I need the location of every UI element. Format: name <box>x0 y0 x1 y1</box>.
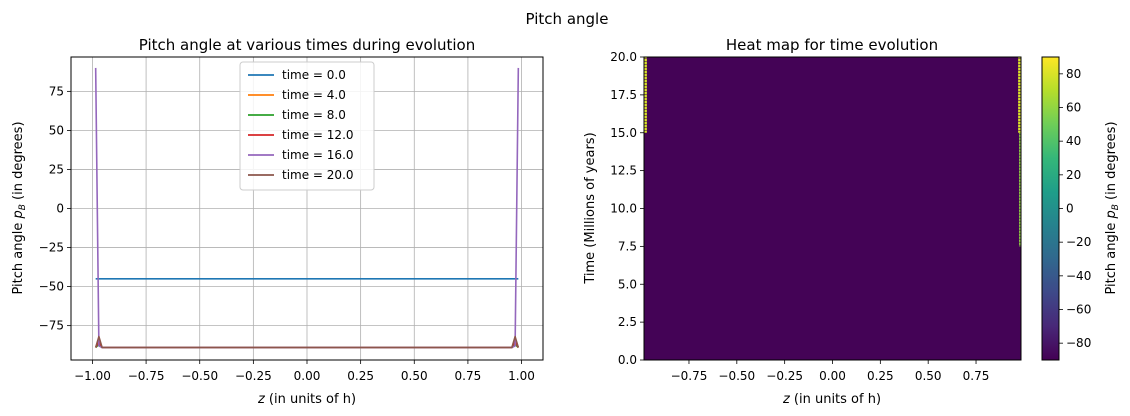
line-chart-y-tick-label: 0 <box>56 202 64 216</box>
heatmap-x-label-text: (in units of h) <box>790 392 881 407</box>
line-chart-y-tick-label: 50 <box>49 123 64 137</box>
heatmap-y-tick-label: 17.5 <box>610 88 637 102</box>
line-chart-legend: time = 0.0 time = 4.0 time = 8.0 time = 12.… <box>239 61 375 191</box>
heatmap-background-region <box>644 57 1021 360</box>
heatmap-y-tick-label: 0.0 <box>618 353 637 367</box>
colorbar-tick-label: 80 <box>1066 67 1081 81</box>
line-chart-x-tick-label: −0.50 <box>181 369 218 383</box>
heatmap-y-tick-label: 5.0 <box>618 277 637 291</box>
line-chart-y-tick-label: 25 <box>49 162 64 176</box>
colorbar-label: Pitch angle pB (in degrees) <box>1104 121 1121 294</box>
legend-entry-label: time = 0.0 <box>282 68 346 82</box>
colorbar-label-text: Pitch angle <box>1104 219 1119 295</box>
line-chart-y-label-unit: (in degrees) <box>11 121 26 204</box>
line-chart-series <box>94 67 520 349</box>
line-chart: Pitch angle at various times during evol… <box>11 36 544 407</box>
colorbar-tick-label: −40 <box>1066 269 1091 283</box>
colorbar-tick-label: −60 <box>1066 303 1091 317</box>
line-chart-x-label-text: (in units of h) <box>265 392 356 407</box>
legend-entry-label: time = 20.0 <box>282 168 354 182</box>
line-chart-title: Pitch angle at various times during evol… <box>139 36 476 54</box>
colorbar-tick-label: 0 <box>1066 202 1074 216</box>
legend-entry-label: time = 12.0 <box>282 128 354 142</box>
colorbar-tick-label: 20 <box>1066 168 1081 182</box>
heatmap-x-tick-label: −0.50 <box>718 369 755 383</box>
colorbar-tick-label: 60 <box>1066 101 1081 115</box>
heatmap-x-label: z (in units of h) <box>782 392 881 407</box>
heatmap-y-tick-label: 15.0 <box>610 126 637 140</box>
line-chart-x-label: z (in units of h) <box>257 392 356 407</box>
line-chart-x-ticks: −1.00 −0.75 −0.50 −0.25 0.00 0.25 0.50 0.75 1.00 <box>74 360 535 383</box>
heatmap-y-tick-label: 20.0 <box>610 50 637 64</box>
line-chart-y-tick-label: −75 <box>39 319 64 333</box>
heatmap-y-label: Time (Millions of years) <box>583 132 598 284</box>
heatmap-y-ticks: 0.0 2.5 5.0 7.5 10.0 12.5 15.0 17.5 20.0 <box>610 50 644 367</box>
line-series-5 <box>94 335 520 349</box>
line-chart-y-label: Pitch angle pB (in degrees) <box>11 121 28 294</box>
line-chart-y-label-text: Pitch angle <box>11 219 26 295</box>
heatmap-chart: Heat map for time evolution −0.75 −0.50 −0… <box>583 36 1121 407</box>
line-chart-y-tick-label: −50 <box>39 280 64 294</box>
colorbar <box>1041 56 1060 361</box>
heatmap-cells <box>644 57 1022 360</box>
colorbar-label-unit: (in degrees) <box>1104 121 1119 204</box>
heatmap-y-tick-label: 2.5 <box>618 315 637 329</box>
colorbar-tick-label: −20 <box>1066 235 1091 249</box>
heatmap-x-tick-label: 0.00 <box>819 369 846 383</box>
heatmap-y-tick-label: 10.0 <box>610 202 637 216</box>
line-chart-x-tick-label: 0.75 <box>455 369 482 383</box>
heatmap-x-tick-label: −0.75 <box>671 369 708 383</box>
line-chart-x-label-symbol: z <box>257 392 266 407</box>
line-chart-x-tick-label: 0.50 <box>401 369 428 383</box>
colorbar-tick-label: −80 <box>1066 336 1091 350</box>
colorbar-label-subscript: B <box>1111 204 1121 210</box>
figure-title: Pitch angle <box>526 10 609 28</box>
line-chart-x-tick-label: −0.25 <box>235 369 272 383</box>
line-chart-x-tick-label: 0.00 <box>294 369 321 383</box>
heatmap-x-label-symbol: z <box>782 392 791 407</box>
heatmap-x-ticks: −0.75 −0.50 −0.25 0.00 0.25 0.50 0.75 <box>671 360 990 383</box>
legend-entry-label: time = 8.0 <box>282 108 346 122</box>
heatmap-edge-region-right <box>1019 132 1022 247</box>
legend-entry-label: time = 4.0 <box>282 88 346 102</box>
colorbar-ticks: −80 −60 −40 −20 0 20 40 60 80 <box>1059 67 1091 350</box>
heatmap-y-tick-label: 7.5 <box>618 239 637 253</box>
line-chart-y-tick-label: −25 <box>39 241 64 255</box>
colorbar-label-symbol: p <box>1104 210 1119 219</box>
line-chart-x-tick-label: 0.25 <box>347 369 374 383</box>
line-chart-x-tick-label: 1.00 <box>508 369 535 383</box>
heatmap-x-tick-label: 0.25 <box>867 369 894 383</box>
line-chart-y-label-symbol: p <box>11 210 26 219</box>
heatmap-x-tick-label: 0.50 <box>915 369 942 383</box>
heatmap-y-tick-label: 12.5 <box>610 164 637 178</box>
line-chart-x-tick-label: −0.75 <box>128 369 165 383</box>
line-chart-y-label-subscript: B <box>18 204 28 210</box>
legend-entry-label: time = 16.0 <box>282 148 354 162</box>
colorbar-tick-label: 40 <box>1066 134 1081 148</box>
line-chart-x-tick-label: −1.00 <box>74 369 111 383</box>
heatmap-x-tick-label: 0.75 <box>963 369 990 383</box>
line-chart-y-ticks: −75 −50 −25 0 25 50 75 <box>39 84 71 333</box>
heatmap-title: Heat map for time evolution <box>726 36 938 54</box>
line-chart-y-tick-label: 75 <box>49 84 64 98</box>
legend-box <box>239 61 375 191</box>
heatmap-x-tick-label: −0.25 <box>766 369 803 383</box>
